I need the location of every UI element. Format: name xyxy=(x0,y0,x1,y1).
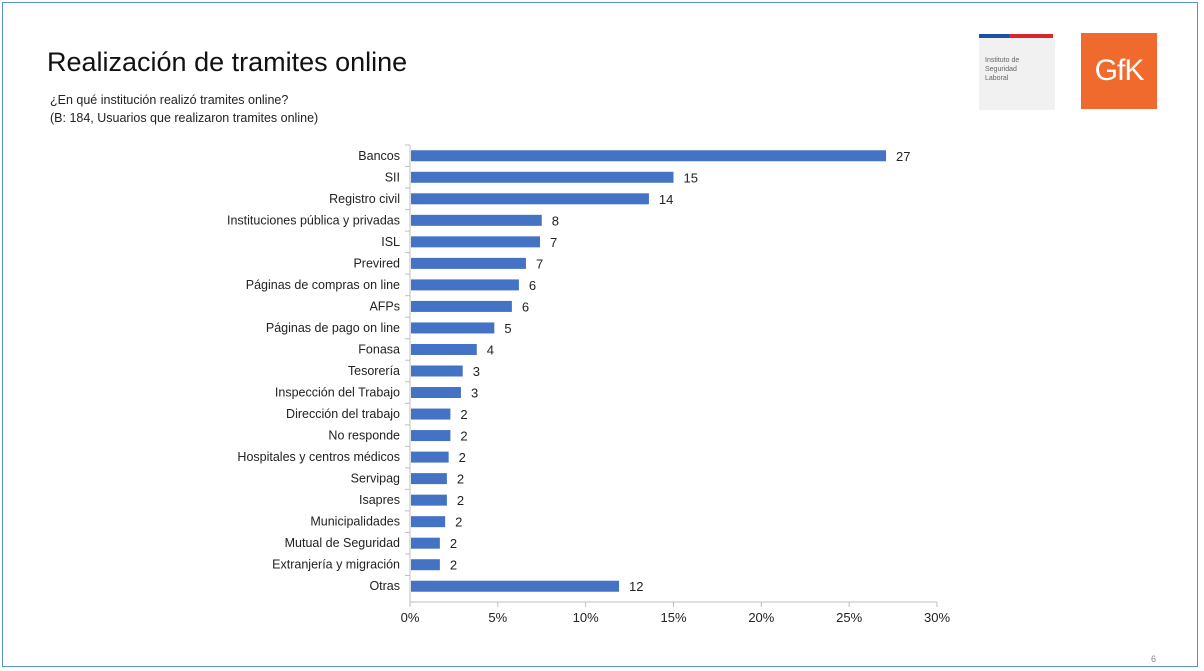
bar-9 xyxy=(411,343,477,355)
x-tick-label: 20% xyxy=(748,610,774,625)
category-label: Tesorería xyxy=(348,364,400,378)
data-label: 6 xyxy=(529,278,536,293)
subtitle-question: ¿En qué institución realizó tramites onl… xyxy=(50,93,289,107)
category-label: Páginas de compras on line xyxy=(246,278,400,292)
slide-title: Realización de tramites online xyxy=(47,47,408,77)
bar-14 xyxy=(411,451,449,463)
data-label: 7 xyxy=(536,256,543,271)
bar-16 xyxy=(411,494,447,506)
bar-0 xyxy=(411,150,887,162)
bar-8 xyxy=(411,322,495,334)
flag-blue-stripe xyxy=(979,34,1009,38)
x-tick-label: 30% xyxy=(924,610,950,625)
bar-2 xyxy=(411,193,649,205)
bar-19 xyxy=(411,559,440,571)
data-label: 7 xyxy=(550,235,557,250)
data-label: 27 xyxy=(896,149,910,164)
data-label: 15 xyxy=(684,170,698,185)
page-number: 6 xyxy=(1151,654,1157,664)
gfk-logo: GfK xyxy=(1081,33,1157,109)
category-label: Inspección del Trabajo xyxy=(275,386,400,400)
category-label: Fonasa xyxy=(358,342,400,356)
data-label: 2 xyxy=(460,429,467,444)
category-label: No responde xyxy=(328,429,400,443)
bar-17 xyxy=(411,516,446,528)
data-label: 2 xyxy=(457,472,464,487)
data-label: 3 xyxy=(473,364,480,379)
bar-6 xyxy=(411,279,519,291)
x-tick-label: 15% xyxy=(660,610,686,625)
category-label: Registro civil xyxy=(329,192,400,206)
isl-logo-text: Instituto de Seguridad Laboral xyxy=(985,57,1020,82)
category-label: SII xyxy=(385,170,400,184)
category-label: Páginas de pago on line xyxy=(266,321,400,335)
category-label: AFPs xyxy=(369,299,400,313)
data-label: 2 xyxy=(459,450,466,465)
x-tick-label: 5% xyxy=(488,610,507,625)
category-label: Hospitales y centros médicos xyxy=(237,450,400,464)
data-label: 8 xyxy=(552,213,559,228)
category-label: Bancos xyxy=(358,149,400,163)
x-tick-label: 0% xyxy=(401,610,420,625)
category-label: Isapres xyxy=(359,493,400,507)
category-label: Extranjería y migración xyxy=(272,558,400,572)
category-label: ISL xyxy=(381,235,400,249)
category-label: Otras xyxy=(369,579,400,593)
data-label: 2 xyxy=(460,407,467,422)
isl-logo: Instituto de Seguridad Laboral xyxy=(979,34,1055,110)
data-label: 5 xyxy=(504,321,511,336)
data-label: 14 xyxy=(659,192,673,207)
data-label: 4 xyxy=(487,342,494,357)
data-label: 2 xyxy=(450,536,457,551)
bar-3 xyxy=(411,214,542,226)
bar-12 xyxy=(411,408,451,420)
bar-7 xyxy=(411,300,512,312)
data-label: 2 xyxy=(450,558,457,573)
subtitle-base: (B: 184, Usuarios que realizaron tramite… xyxy=(50,111,319,125)
bar-11 xyxy=(411,387,461,399)
bar-1 xyxy=(411,171,674,183)
bar-13 xyxy=(411,430,451,442)
data-label: 2 xyxy=(457,493,464,508)
category-label: Dirección del trabajo xyxy=(286,407,400,421)
x-tick-label: 10% xyxy=(573,610,599,625)
data-label: 6 xyxy=(522,299,529,314)
data-label: 12 xyxy=(629,579,643,594)
category-label: Servipag xyxy=(351,472,400,486)
category-label: Mutual de Seguridad xyxy=(285,536,400,550)
category-label: Municipalidades xyxy=(310,515,400,529)
bar-10 xyxy=(411,365,463,377)
x-tick-label: 25% xyxy=(836,610,862,625)
data-label: 2 xyxy=(455,515,462,530)
bar-4 xyxy=(411,236,540,248)
category-label: Instituciones pública y privadas xyxy=(227,213,400,227)
bar-18 xyxy=(411,537,440,549)
flag-red-stripe xyxy=(1009,34,1053,38)
bar-5 xyxy=(411,257,526,269)
category-label: Previred xyxy=(353,256,400,270)
bar-15 xyxy=(411,473,447,485)
bar-20 xyxy=(411,580,620,592)
data-label: 3 xyxy=(471,386,478,401)
slide-subtitle: ¿En qué institución realizó tramites onl… xyxy=(50,91,318,127)
